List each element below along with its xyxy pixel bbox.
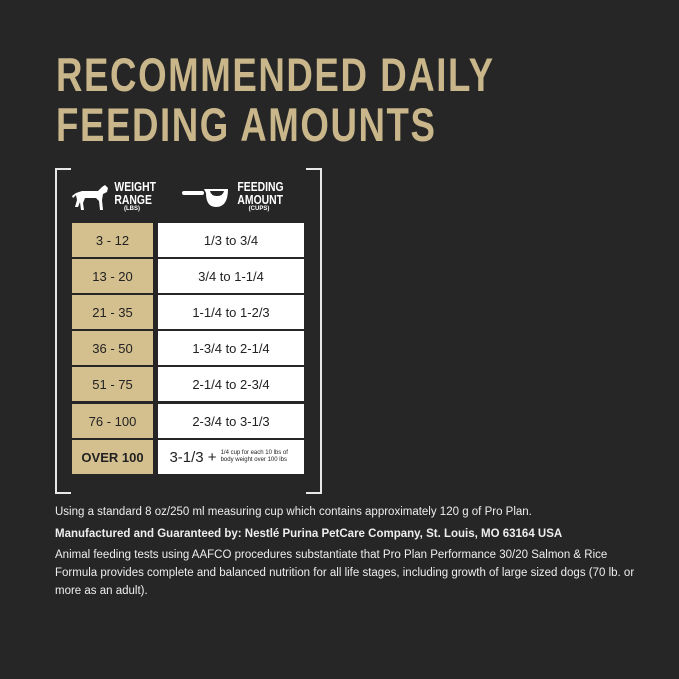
left-bracket — [55, 168, 71, 494]
cup-note: Using a standard 8 oz/250 ml measuring c… — [55, 506, 532, 518]
table-row: OVER 100 3-1/3 +1/4 cup for each 10 lbs o… — [72, 440, 304, 474]
table-row: 76 - 100 2-3/4 to 3-1/3 — [72, 404, 304, 438]
amount-cell: 1-1/4 to 1-2/3 — [158, 295, 304, 329]
amount-cell: 2-1/4 to 2-3/4 — [158, 367, 304, 401]
table-row: 51 - 75 2-1/4 to 2-3/4 — [72, 367, 304, 401]
amount-label: AMOUNT — [237, 192, 284, 207]
range-label: RANGE — [114, 192, 152, 207]
table-row: 21 - 35 1-1/4 to 1-2/3 — [72, 295, 304, 329]
title-line-2: FEEDING AMOUNTS — [56, 98, 437, 151]
amount-cell: 3-1/3 +1/4 cup for each 10 lbs of body w… — [158, 440, 304, 474]
page-title: RECOMMENDED DAILY FEEDING AMOUNTS — [56, 50, 495, 150]
amount-note: 1/4 cup for each 10 lbs of body weight o… — [220, 450, 288, 463]
amount-cell: 3/4 to 1-1/4 — [158, 259, 304, 293]
weight-cell: 51 - 75 — [72, 367, 153, 401]
cups-unit: (CUPS) — [248, 206, 270, 212]
weight-cell: 3 - 12 — [72, 223, 153, 257]
feeding-amount-header: FEEDING AMOUNT (CUPS) — [232, 180, 286, 212]
weight-cell: 21 - 35 — [72, 295, 153, 329]
feeding-label: FEEDING — [237, 179, 284, 194]
weight-range-header: WEIGHT RANGE (LBS) — [110, 179, 156, 212]
amount-cell: 1/3 to 3/4 — [158, 223, 304, 257]
aafco-statement: Animal feeding tests using AAFCO procedu… — [55, 549, 635, 597]
right-bracket — [306, 168, 322, 494]
title-line-1: RECOMMENDED DAILY — [56, 48, 495, 101]
measuring-cup-icon — [182, 189, 228, 207]
table-row: 13 - 20 3/4 to 1-1/4 — [72, 259, 304, 293]
weight-cell: 76 - 100 — [72, 404, 153, 438]
weight-cell: 13 - 20 — [72, 259, 153, 293]
weight-cell: OVER 100 — [72, 440, 153, 474]
weight-label: WEIGHT — [114, 179, 156, 194]
amount-cell: 1-3/4 to 2-1/4 — [158, 331, 304, 365]
table-row: 36 - 50 1-3/4 to 2-1/4 — [72, 331, 304, 365]
manufacturer-note: Manufactured and Guaranteed by: Nestlé P… — [55, 528, 563, 540]
amount-cell: 2-3/4 to 3-1/3 — [158, 404, 304, 438]
dog-icon — [72, 185, 108, 210]
lbs-unit: (LBS) — [124, 206, 140, 212]
table-row: 3 - 12 1/3 to 3/4 — [72, 223, 304, 257]
weight-cell: 36 - 50 — [72, 331, 153, 365]
amount-value: 3-1/3 + — [169, 448, 217, 466]
